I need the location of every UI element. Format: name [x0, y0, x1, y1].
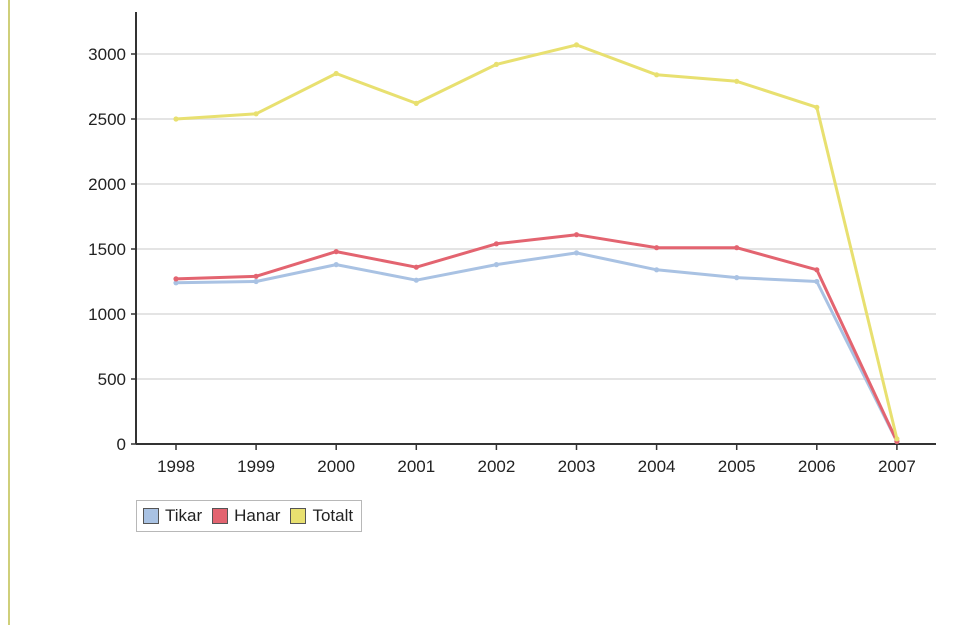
- data-point-hanar: [654, 245, 660, 251]
- legend-label: Totalt: [312, 506, 354, 525]
- x-tick-label: 1998: [157, 457, 195, 476]
- x-tick-label: 2003: [558, 457, 596, 476]
- data-point-totalt: [814, 104, 820, 110]
- x-tick-label: 2005: [718, 457, 756, 476]
- data-point-hanar: [493, 241, 499, 247]
- data-point-tikar: [333, 262, 339, 268]
- data-point-totalt: [333, 70, 339, 77]
- data-point-totalt: [173, 116, 179, 122]
- x-tick-label: 2006: [798, 457, 836, 476]
- legend-swatch: [143, 508, 159, 524]
- series-line-tikar: [175, 251, 899, 443]
- data-point-hanar: [253, 273, 259, 279]
- y-tick-label: 1500: [88, 240, 126, 259]
- x-tick-label: 2001: [397, 457, 435, 476]
- data-point-tikar: [493, 262, 499, 268]
- data-point-totalt: [894, 436, 900, 442]
- y-tick-label: 1000: [88, 305, 126, 324]
- series-line-totalt: [175, 43, 899, 440]
- data-point-hanar: [573, 232, 580, 238]
- data-point-tikar: [734, 275, 740, 281]
- data-point-totalt: [493, 61, 499, 67]
- chart-legend: Tikar Hanar Totalt: [136, 500, 363, 532]
- left-border-rule: [8, 0, 10, 625]
- x-tick-label: 2000: [317, 457, 355, 476]
- axes: [135, 12, 936, 445]
- legend-item-hanar: Hanar: [212, 506, 280, 526]
- data-point-tikar: [413, 277, 419, 283]
- data-point-tikar: [814, 278, 820, 285]
- legend-item-tikar: Tikar: [143, 506, 202, 526]
- data-point-totalt: [573, 42, 580, 48]
- data-point-hanar: [413, 264, 419, 270]
- data-point-totalt: [413, 100, 419, 106]
- data-point-tikar: [654, 267, 660, 273]
- x-tick-label: 2004: [638, 457, 676, 476]
- data-point-tikar: [173, 280, 179, 286]
- legend-item-totalt: Totalt: [290, 506, 353, 526]
- data-point-totalt: [654, 72, 660, 78]
- y-tick-label: 2500: [88, 110, 126, 129]
- line-chart: 0 500 1000 1500 2000 2500 3000 1998 1999 2000 200…: [88, 12, 936, 476]
- series-lines: [173, 42, 900, 444]
- data-point-hanar: [734, 245, 740, 251]
- data-point-hanar: [173, 276, 179, 282]
- data-point-tikar: [573, 250, 580, 256]
- grid-lines: [136, 53, 936, 380]
- data-point-hanar: [814, 267, 820, 273]
- data-point-totalt: [253, 111, 259, 117]
- legend-label: Tikar: [165, 506, 203, 525]
- y-tick-labels: 0 500 1000 1500 2000 2500 3000: [88, 45, 136, 454]
- series-line-hanar: [175, 233, 899, 443]
- y-tick-label: 2000: [88, 175, 126, 194]
- x-tick-label: 2007: [878, 457, 916, 476]
- legend-swatch: [212, 508, 229, 524]
- legend-label: Hanar: [234, 506, 281, 525]
- x-tick-label: 2002: [477, 457, 515, 476]
- legend-swatch: [290, 508, 307, 524]
- y-tick-label: 3000: [88, 45, 126, 64]
- data-point-tikar: [253, 278, 259, 285]
- y-tick-label: 0: [117, 435, 126, 454]
- x-tick-labels: 1998 1999 2000 2001 2002 2003 2004 2005 2006 2007: [157, 444, 916, 476]
- data-point-hanar: [333, 249, 339, 255]
- x-tick-label: 1999: [237, 457, 275, 476]
- y-tick-label: 500: [98, 370, 126, 389]
- data-point-totalt: [734, 78, 740, 84]
